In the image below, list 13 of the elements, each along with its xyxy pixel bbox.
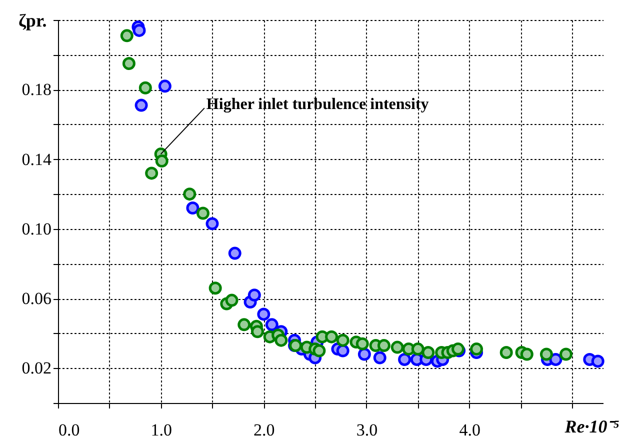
- x-tick-label: 2.0: [254, 420, 275, 439]
- y-tick-label: 0.14: [22, 150, 52, 169]
- y-tick-label: 0.02: [22, 358, 52, 378]
- x-axis-title: Re·10⁻⁵: [564, 416, 620, 436]
- x-tick-label: 3.0: [356, 420, 378, 439]
- annotation: Higher inlet turbulence intensity: [206, 96, 429, 114]
- x-tick-label: 0.0: [58, 420, 80, 439]
- x-tick-label: 1.0: [150, 420, 172, 439]
- y-tick-label: 0.10: [22, 219, 52, 238]
- x-tick-label: 4.0: [459, 420, 480, 439]
- y-tick-label: 0.06: [22, 289, 52, 308]
- y-axis-title: ζpr.: [18, 10, 47, 30]
- y-tick-label: 0.18: [22, 80, 52, 100]
